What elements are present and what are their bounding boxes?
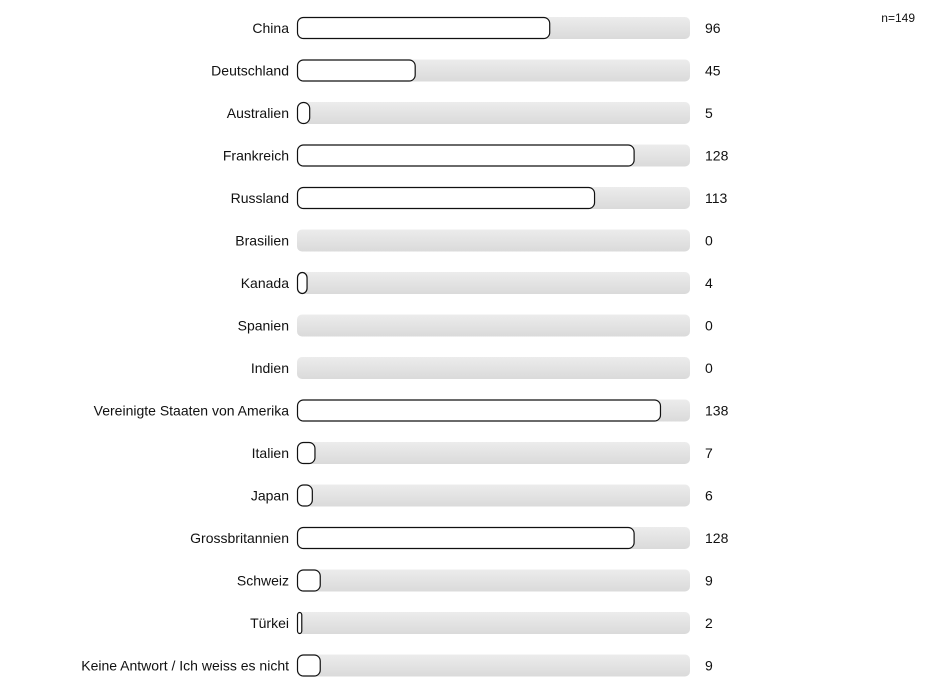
- bar: [296, 526, 635, 550]
- bar: [296, 144, 635, 167]
- bar: [296, 569, 321, 592]
- value-label: 0: [705, 318, 713, 334]
- bar-row: Türkei 2: [250, 611, 713, 635]
- bar: [296, 399, 662, 422]
- category-label: Vereinigte Staaten von Amerika: [94, 403, 290, 419]
- value-label: 2: [705, 615, 713, 631]
- value-label: 96: [705, 20, 721, 36]
- category-label: Australien: [227, 105, 289, 121]
- category-label: Keine Antwort / Ich weiss es nicht: [81, 658, 289, 674]
- value-label: 45: [705, 63, 721, 79]
- bar: [296, 59, 416, 82]
- bar: [296, 271, 308, 295]
- bar-row: Vereinigte Staaten von Amerika 138: [94, 399, 729, 422]
- value-label: 6: [705, 488, 713, 504]
- bar: [296, 611, 303, 635]
- bar-track: [297, 569, 690, 592]
- bar-row: Brasilien 0: [235, 229, 713, 252]
- category-label: Spanien: [238, 318, 289, 334]
- value-label: 9: [705, 573, 713, 589]
- bar-row: Kanada 4: [241, 271, 713, 295]
- category-label: Frankreich: [223, 148, 289, 164]
- bar: [296, 101, 311, 125]
- value-label: 9: [705, 658, 713, 674]
- bar-track: [297, 272, 690, 294]
- category-label: Deutschland: [211, 63, 289, 79]
- bar-track: [297, 484, 690, 507]
- value-label: 0: [705, 360, 713, 376]
- value-label: 113: [705, 190, 728, 206]
- bar-row: Keine Antwort / Ich weiss es nicht 9: [81, 654, 713, 677]
- bar-track: [297, 654, 690, 677]
- value-label: 138: [705, 403, 729, 419]
- category-label: Japan: [251, 488, 289, 504]
- bar-row: China 96: [252, 16, 721, 40]
- bar-track: [297, 314, 690, 337]
- value-label: 7: [705, 445, 713, 461]
- category-label: China: [252, 20, 289, 36]
- bar-track: [297, 229, 690, 252]
- bar-row: Frankreich 128: [223, 144, 729, 167]
- bar-row: Spanien 0: [238, 314, 713, 337]
- bar-row: Russland 113: [231, 186, 728, 210]
- bar-row: Schweiz 9: [237, 569, 713, 592]
- bar: [296, 441, 316, 465]
- value-label: 0: [705, 233, 713, 249]
- value-label: 4: [705, 275, 713, 291]
- bar-row: Italien 7: [252, 441, 713, 465]
- bar: [296, 654, 321, 677]
- bar: [296, 484, 313, 507]
- bar-track: [297, 612, 690, 634]
- category-label: Italien: [252, 445, 289, 461]
- category-label: Schweiz: [237, 573, 289, 589]
- value-label: 5: [705, 105, 713, 121]
- bar-row: Deutschland 45: [211, 59, 721, 82]
- value-label: 128: [705, 148, 729, 164]
- bar-track: [297, 442, 690, 464]
- bar: [296, 186, 596, 210]
- bar-row: Japan 6: [251, 484, 713, 507]
- category-label: Russland: [231, 190, 289, 206]
- value-label: 128: [705, 530, 729, 546]
- bar: [296, 16, 551, 40]
- category-label: Brasilien: [235, 233, 289, 249]
- category-label: Türkei: [250, 615, 289, 631]
- category-label: Indien: [251, 360, 289, 376]
- category-label: Kanada: [241, 275, 289, 291]
- bar-track: [297, 102, 690, 124]
- sample-size-note: n=149: [881, 11, 915, 25]
- bar-track: [297, 357, 690, 379]
- category-label: Grossbritannien: [190, 530, 289, 546]
- bar-row: Indien 0: [251, 357, 713, 379]
- bar-row: Grossbritannien 128: [190, 526, 729, 550]
- bar-row: Australien 5: [227, 101, 713, 125]
